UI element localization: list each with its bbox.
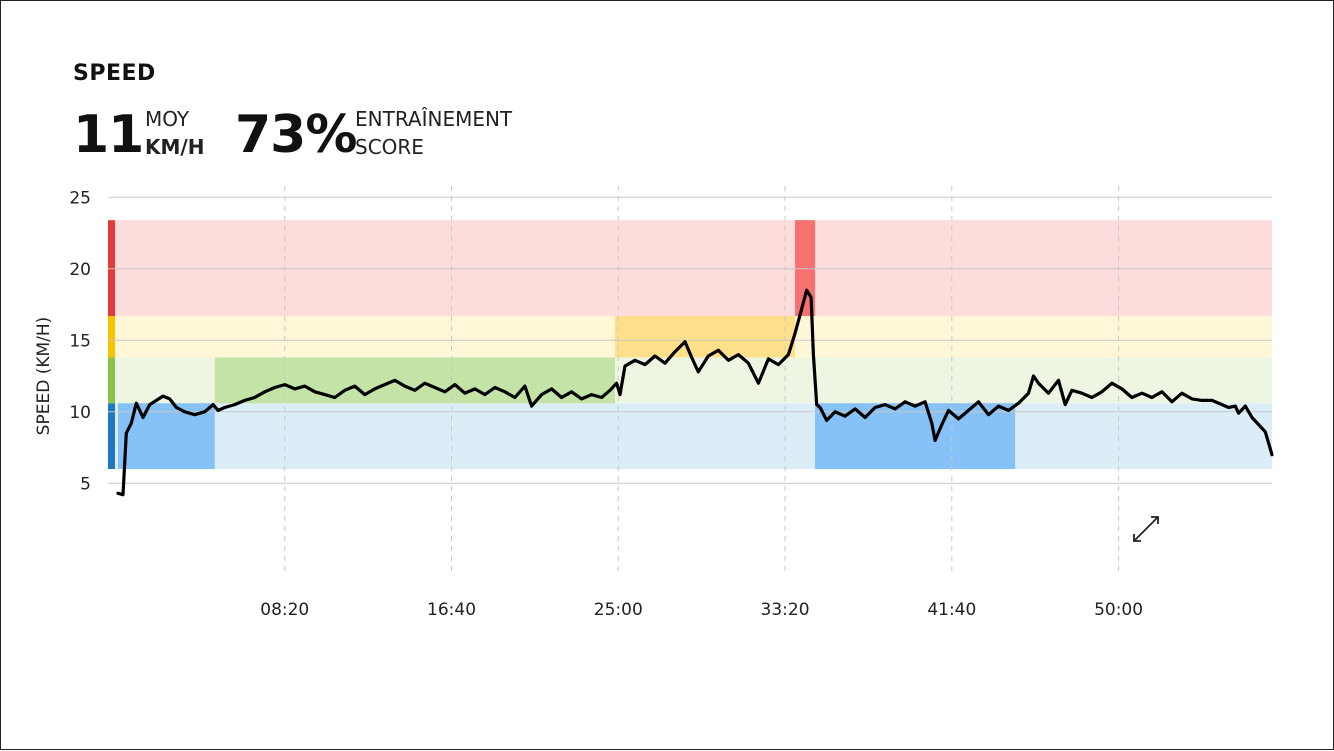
x-tick-label: 33:20	[761, 600, 810, 620]
y-tick-label: 15	[69, 331, 91, 351]
y-tick-label: 25	[69, 188, 91, 208]
zone-edge-yellow	[108, 315, 115, 358]
zone-band-blue	[108, 403, 1272, 469]
y-tick-label: 5	[80, 474, 91, 494]
x-tick-label: 50:00	[1094, 600, 1143, 620]
y-axis-title: SPEED (KM/H)	[34, 317, 54, 436]
speed-line	[116, 288, 1274, 497]
zone-highlight-green	[214, 357, 615, 404]
average-speed-value: 11	[73, 105, 144, 165]
training-label: ENTRAÎNEMENT	[355, 107, 513, 131]
y-tick-label: 10	[69, 403, 91, 423]
x-tick-label: 41:40	[927, 600, 976, 620]
x-tick-label: 16:40	[427, 600, 476, 620]
zone-edge-red	[108, 220, 115, 316]
training-score-value: 73%	[235, 105, 357, 165]
x-tick-label: 25:00	[594, 600, 643, 620]
zone-band-red	[108, 220, 1272, 316]
zone-highlight-blue	[815, 403, 1016, 469]
score-label: SCORE	[355, 135, 424, 159]
zone-highlight-yellow	[614, 315, 796, 358]
zone-highlight-red	[795, 220, 816, 316]
average-unit-label: KM/H	[145, 135, 205, 159]
x-tick-label: 08:20	[260, 600, 309, 620]
average-label: MOY	[145, 107, 190, 131]
expand-icon[interactable]	[1133, 516, 1159, 542]
chart-title: SPEED	[73, 61, 156, 86]
zone-edge-blue	[108, 403, 115, 469]
y-tick-label: 20	[69, 260, 91, 280]
zone-edge-green	[108, 357, 115, 404]
